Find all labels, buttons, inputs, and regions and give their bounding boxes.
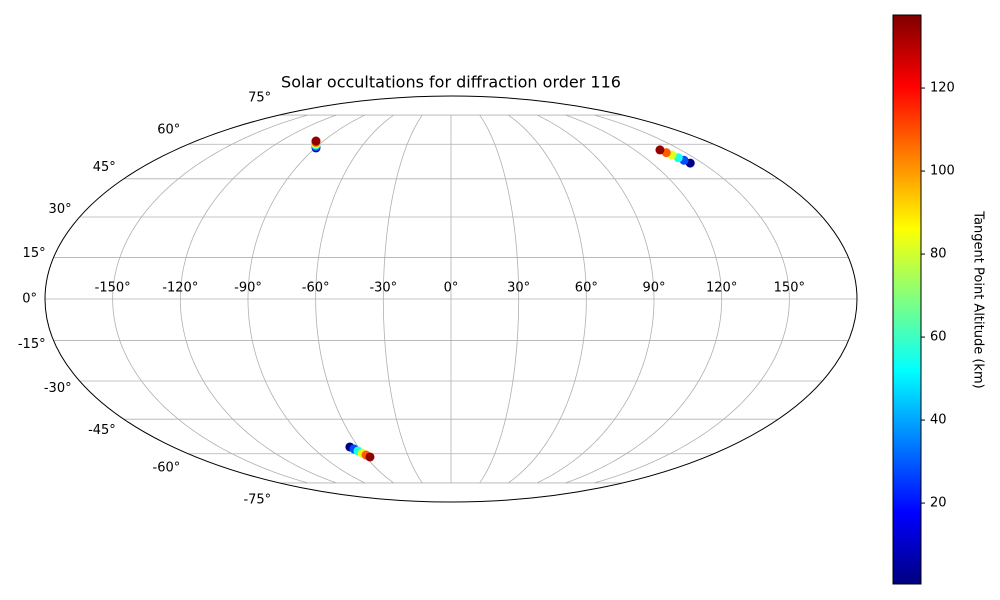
grid-line — [594, 114, 790, 484]
grid-line — [536, 114, 655, 484]
y-tick-label: 30° — [49, 202, 72, 217]
y-tick-label: -15° — [18, 337, 46, 352]
y-tick-label: 45° — [93, 160, 116, 175]
colorbar-label: Tangent Point Altitude (km) — [971, 210, 986, 388]
data-point — [365, 452, 375, 462]
y-tick-label: -30° — [44, 381, 72, 396]
colorbar-tick-label: 80 — [930, 247, 947, 262]
y-tick-label: 0° — [22, 292, 37, 307]
data-point — [655, 145, 665, 155]
colorbar-tick-label: 120 — [930, 81, 955, 96]
grid-line — [382, 114, 423, 484]
grid-line — [179, 114, 337, 484]
x-tick-label: 120° — [706, 281, 737, 296]
chart-title: Solar occultations for diffraction order… — [281, 73, 621, 92]
y-tick-label: 60° — [157, 122, 180, 137]
y-tick-label: 15° — [23, 246, 46, 261]
y-tick-label: -45° — [88, 423, 116, 438]
x-tick-label: 0° — [444, 281, 459, 296]
x-tick-label: 30° — [507, 281, 530, 296]
map-outline — [44, 95, 858, 503]
y-tick-label: -75° — [243, 493, 271, 508]
y-tick-label: 75° — [248, 90, 271, 105]
x-tick-label: -90° — [234, 281, 262, 296]
y-tick-label: -60° — [153, 461, 181, 476]
x-tick-label: -60° — [302, 281, 330, 296]
x-tick-label: 90° — [642, 281, 665, 296]
grid-line — [112, 114, 308, 484]
grid-line — [508, 114, 587, 484]
colorbar-tick-label: 100 — [930, 164, 955, 179]
colorbar-tick-label: 20 — [930, 496, 947, 511]
colorbar — [892, 14, 922, 585]
grid-line — [315, 114, 394, 484]
grid-line — [247, 114, 366, 484]
colorbar-tick-label: 40 — [930, 413, 947, 428]
x-tick-label: -120° — [162, 281, 198, 296]
x-tick-label: -150° — [95, 281, 131, 296]
grid-line — [565, 114, 723, 484]
x-tick-label: 60° — [575, 281, 598, 296]
x-tick-label: 150° — [774, 281, 805, 296]
x-tick-label: -30° — [369, 281, 397, 296]
data-point — [311, 136, 321, 146]
grid-line — [479, 114, 520, 484]
colorbar-tick-label: 60 — [930, 330, 947, 345]
